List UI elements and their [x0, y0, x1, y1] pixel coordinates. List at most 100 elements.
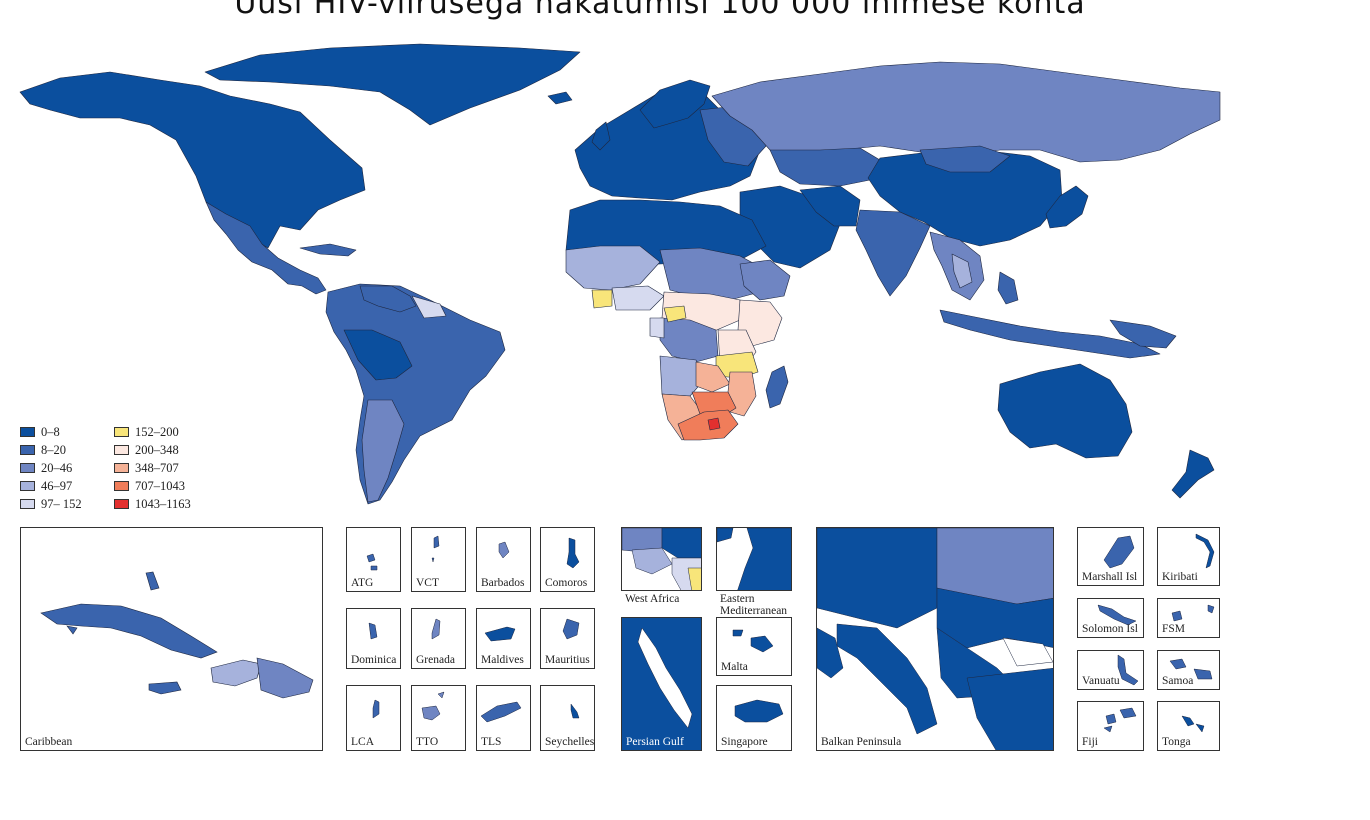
- horn-africa: [739, 259, 791, 301]
- legend-label: 707–1043: [135, 478, 185, 493]
- cuba-main: [299, 243, 357, 257]
- zambia: [695, 361, 731, 393]
- persian-gulf-map: [637, 627, 693, 729]
- tonga-icon: [1181, 715, 1205, 733]
- inset-label: VCT: [416, 577, 439, 589]
- samoa-icon: [1169, 658, 1213, 680]
- marshall-icon: [1103, 535, 1135, 569]
- seychelles-icon: [570, 703, 580, 719]
- inset-persian-gulf: Persian Gulf: [621, 617, 702, 751]
- south-africa: [677, 409, 739, 441]
- legend-item: 200–348: [114, 442, 214, 458]
- inset-atg: ATG: [346, 527, 401, 592]
- page-title: Uusi HIV-viirusega nakatumisi 100 000 in…: [234, 0, 1086, 21]
- inset-label: Vanuatu: [1082, 675, 1120, 687]
- japan: [1045, 185, 1089, 229]
- cameroon: [663, 305, 687, 323]
- inset-singapore: Singapore: [716, 685, 792, 751]
- comoros-icon: [566, 537, 580, 569]
- inset-mauritius: Mauritius: [540, 608, 595, 669]
- legend-label: 0–8: [41, 424, 60, 439]
- mauritius-icon: [562, 618, 580, 640]
- inset-marshall: Marshall Isl: [1077, 527, 1144, 586]
- guianas: [411, 295, 447, 319]
- inset-malta: Malta: [716, 617, 792, 676]
- inset-label: TLS: [481, 736, 502, 748]
- thailand: [951, 253, 973, 289]
- inset-label: Balkan Peninsula: [821, 736, 902, 748]
- inset-kiribati: Kiribati: [1157, 527, 1220, 586]
- inset-label: FSM: [1162, 623, 1186, 635]
- inset-label: Samoa: [1162, 675, 1194, 687]
- congo: [659, 317, 719, 363]
- indonesia: [939, 309, 1161, 359]
- inset-seychelles: Seychelles: [540, 685, 595, 751]
- inset-tls: TLS: [476, 685, 531, 751]
- inset-label: Marshall Isl: [1082, 571, 1138, 583]
- solomon-icon: [1097, 604, 1137, 626]
- sahel-west: [565, 245, 661, 291]
- legend-label: 20–46: [41, 460, 73, 475]
- inset-caribbean: Caribbean: [20, 527, 323, 751]
- legend-label: 97– 152: [41, 496, 82, 511]
- kiribati-icon: [1195, 533, 1215, 569]
- inset-label: TTO: [416, 736, 439, 748]
- legend-item: 152–200: [114, 424, 214, 440]
- inset-label: Kiribati: [1162, 571, 1198, 583]
- inset-vanuatu: Vanuatu: [1077, 650, 1144, 690]
- legend-swatch: [114, 427, 129, 437]
- legend-label: 348–707: [135, 460, 179, 475]
- lca-icon: [372, 699, 380, 719]
- inset-samoa: Samoa: [1157, 650, 1220, 690]
- india: [855, 209, 931, 297]
- inset-label: Persian Gulf: [626, 736, 684, 748]
- fiji-icon: [1103, 707, 1137, 733]
- legend-item: 0–8: [20, 424, 114, 440]
- malta-icon: [732, 629, 774, 653]
- argentina: [361, 399, 405, 503]
- legend-swatch: [114, 445, 129, 455]
- bolivia-peru: [343, 329, 413, 381]
- inset-label: Barbados: [481, 577, 525, 589]
- legend-item: 707–1043: [114, 478, 214, 494]
- inset-comoros: Comoros: [540, 527, 595, 592]
- mongolia: [919, 145, 1011, 173]
- inset-balkan: Balkan Peninsula: [816, 527, 1054, 751]
- inset-label: Caribbean: [25, 736, 73, 748]
- new-zealand: [1171, 449, 1215, 499]
- legend-swatch: [20, 445, 35, 455]
- inset-fiji: Fiji: [1077, 701, 1144, 751]
- inset-label: Tonga: [1162, 736, 1191, 748]
- lesotho: [707, 417, 721, 431]
- vanuatu-icon: [1117, 654, 1139, 686]
- legend-label: 8–20: [41, 442, 66, 457]
- inset-solomon: Solomon Isl: [1077, 598, 1144, 638]
- inset-caribbean-map: [40, 571, 314, 699]
- inset-west-africa: [621, 527, 702, 591]
- maldives-icon: [484, 626, 516, 642]
- tto-icon: [421, 691, 445, 721]
- legend-item: 8–20: [20, 442, 114, 458]
- inset-vct: VCT: [411, 527, 466, 592]
- inset-grenada: Grenada: [411, 608, 466, 669]
- inset-label: Maldives: [481, 654, 524, 666]
- greenland: [204, 43, 581, 126]
- inset-dominica: Dominica: [346, 608, 401, 669]
- atg-icon: [366, 553, 378, 571]
- eastern-med-label: Eastern Mediterranean: [720, 593, 788, 617]
- inset-label: Malta: [721, 661, 748, 673]
- kazakhstan: [769, 147, 881, 187]
- inset-label: Singapore: [721, 736, 768, 748]
- west-africa-label: West Africa: [625, 593, 680, 605]
- iran: [799, 185, 861, 227]
- inset-tonga: Tonga: [1157, 701, 1220, 751]
- legend-item: 1043–1163: [114, 496, 214, 512]
- inset-label: Comoros: [545, 577, 588, 589]
- west-africa-map: [622, 528, 701, 590]
- inset-label: Solomon Isl: [1082, 623, 1138, 635]
- inset-fsm: FSM: [1157, 598, 1220, 638]
- north-america: [19, 71, 366, 249]
- legend-item: 20–46: [20, 460, 114, 476]
- legend-swatch: [20, 499, 35, 509]
- papua: [1109, 319, 1177, 349]
